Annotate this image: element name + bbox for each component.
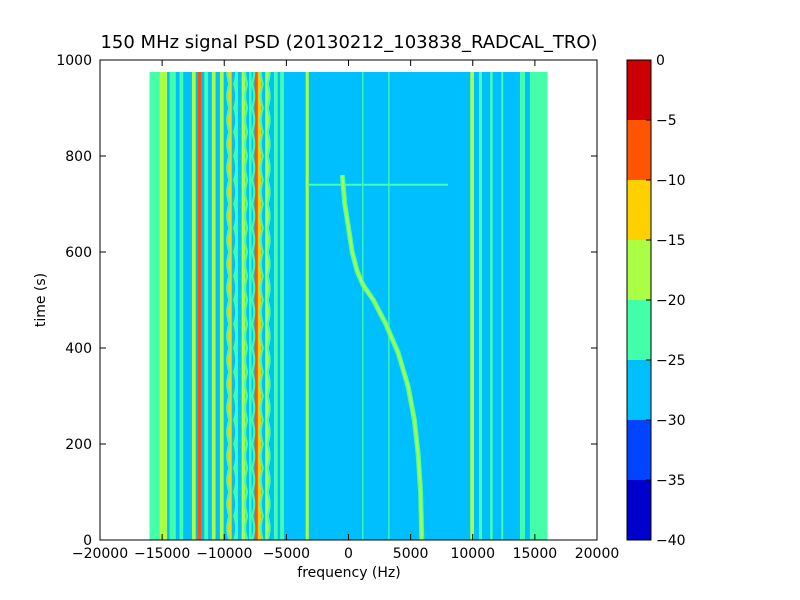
heatmap-band [257, 72, 261, 540]
heatmap-band [478, 72, 483, 540]
heatmap-band [204, 72, 209, 540]
colorbar-tick-label: −10 [656, 173, 686, 189]
heatmap-band [362, 72, 364, 540]
heatmap-band [305, 72, 309, 540]
colorbar-segment [627, 420, 651, 480]
colorbar-tick-label: −30 [656, 413, 686, 429]
x-axis-label: frequency (Hz) [297, 565, 400, 581]
chart-title: 150 MHz signal PSD (20130212_103838_RADC… [100, 32, 597, 53]
colorbar: −40 −35 −30 −25 −20 −15 −10 −5 0 [626, 53, 686, 549]
y-tick-label: 800 [65, 149, 92, 165]
x-tick-label: −10000 [196, 546, 252, 562]
colorbar-segment [627, 360, 651, 420]
colorbar-segment [627, 300, 651, 360]
heatmap-lobe [244, 71, 249, 541]
heatmap-lobe [226, 71, 231, 541]
heatmap-band [501, 72, 504, 540]
colorbar-segment [627, 240, 651, 300]
heatmap-band [280, 72, 284, 540]
x-tick-label: −15000 [134, 546, 190, 562]
heatmap-band [169, 72, 176, 540]
plot-area [149, 71, 548, 541]
x-tick-label: 15000 [513, 546, 558, 562]
heatmap-band [241, 72, 246, 540]
colorbar-tick-label: −35 [656, 473, 686, 489]
x-tick-label: 5000 [393, 546, 429, 562]
y-tick-label: 200 [65, 437, 92, 453]
heatmap-band [265, 72, 269, 540]
heatmap-band [235, 72, 238, 540]
doppler-track [341, 175, 424, 541]
heatmap-band [273, 72, 278, 540]
x-tick-label: 10000 [450, 546, 495, 562]
heatmap-band [227, 72, 232, 540]
x-tick-label: 20000 [575, 546, 620, 562]
colorbar-tick-label: −5 [656, 113, 677, 129]
heatmap-band [254, 72, 258, 540]
y-tick-label: 600 [65, 245, 92, 261]
heatmap-lobe [251, 71, 256, 541]
heatmap-lobe [233, 71, 238, 541]
colorbar-tick-label: −20 [656, 293, 686, 309]
colorbar-tick-label: −40 [656, 533, 686, 549]
heatmap-band [197, 72, 202, 540]
colorbar-segment [627, 480, 651, 540]
heatmap-band [519, 72, 525, 540]
heatmap-band [249, 72, 252, 540]
heatmap-band [490, 72, 493, 540]
y-tick-label: 1000 [56, 53, 92, 69]
heatmap-band [159, 72, 168, 540]
y-tick-label: 0 [83, 533, 92, 549]
x-tick-label: −5000 [263, 546, 310, 562]
x-axis: −20000 −15000 −10000 −5000 0 5000 10000 15000 20… [72, 60, 619, 562]
y-tick-label: 400 [65, 341, 92, 357]
heatmap-band [149, 72, 163, 540]
heatmap-lobe [259, 71, 264, 541]
heatmap-band [179, 72, 184, 540]
colorbar-tick-label: 0 [656, 53, 665, 69]
heatmap-band [470, 72, 474, 540]
heatmap-lobe [266, 71, 271, 541]
heatmap-band [529, 72, 548, 540]
colorbar-segment [627, 60, 651, 120]
y-axis-label: time (s) [33, 273, 49, 327]
colorbar-segment [627, 180, 651, 240]
colorbar-tick-label: −15 [656, 233, 686, 249]
y-axis: 0 200 400 600 800 1000 [56, 53, 597, 549]
heatmap-band [219, 72, 224, 540]
x-tick-label: 0 [344, 546, 353, 562]
colorbar-tick-label: −25 [656, 353, 686, 369]
heatmap-band [388, 72, 390, 540]
heatmap-band [211, 72, 216, 540]
heatmap-band [191, 72, 196, 540]
heatmap-background [149, 72, 548, 540]
colorbar-segment [627, 120, 651, 180]
x-tick-label: −20000 [72, 546, 128, 562]
